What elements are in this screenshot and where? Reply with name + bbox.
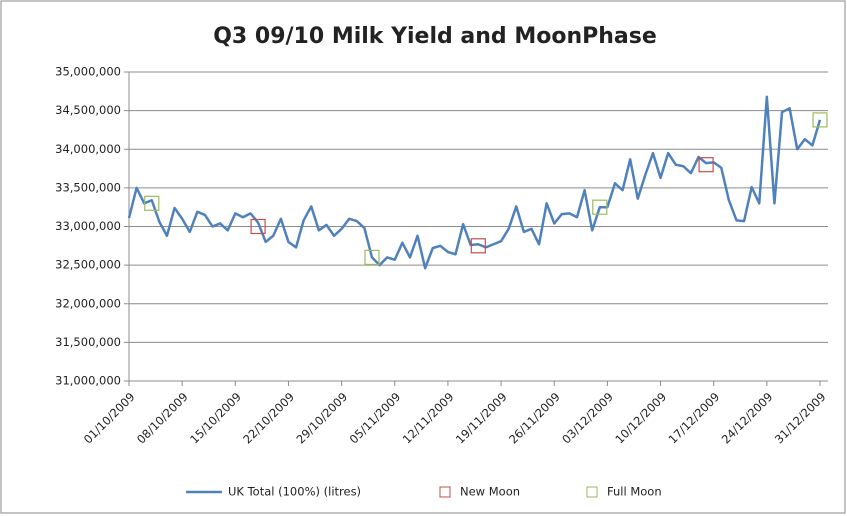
legend-label: New Moon <box>460 485 520 499</box>
data-line <box>127 95 822 270</box>
y-tick-label: 35,000,000 <box>55 65 121 79</box>
moon-marker <box>470 238 486 254</box>
y-tick-label: 32,500,000 <box>55 258 121 272</box>
y-tick-label: 34,000,000 <box>55 142 121 156</box>
legend-label: Full Moon <box>607 485 662 499</box>
legend-swatch <box>586 486 598 498</box>
chart-title: Q3 09/10 Milk Yield and MoonPhase <box>213 24 657 49</box>
y-tick-label: 34,500,000 <box>55 103 121 117</box>
moon-marker <box>364 249 380 265</box>
y-tick-label: 31,500,000 <box>55 335 121 349</box>
y-tick-label: 32,000,000 <box>55 296 121 310</box>
legend-label: UK Total (100%) (litres) <box>228 485 361 499</box>
y-tick-label: 33,000,000 <box>55 219 121 233</box>
y-tick-label: 33,500,000 <box>55 180 121 194</box>
moon-marker <box>698 157 714 173</box>
moon-marker <box>812 112 828 128</box>
moon-marker <box>592 199 608 215</box>
y-tick-label: 31,000,000 <box>55 374 121 388</box>
legend-swatch <box>439 486 451 498</box>
moon-marker <box>250 218 266 235</box>
moon-marker <box>144 195 160 211</box>
